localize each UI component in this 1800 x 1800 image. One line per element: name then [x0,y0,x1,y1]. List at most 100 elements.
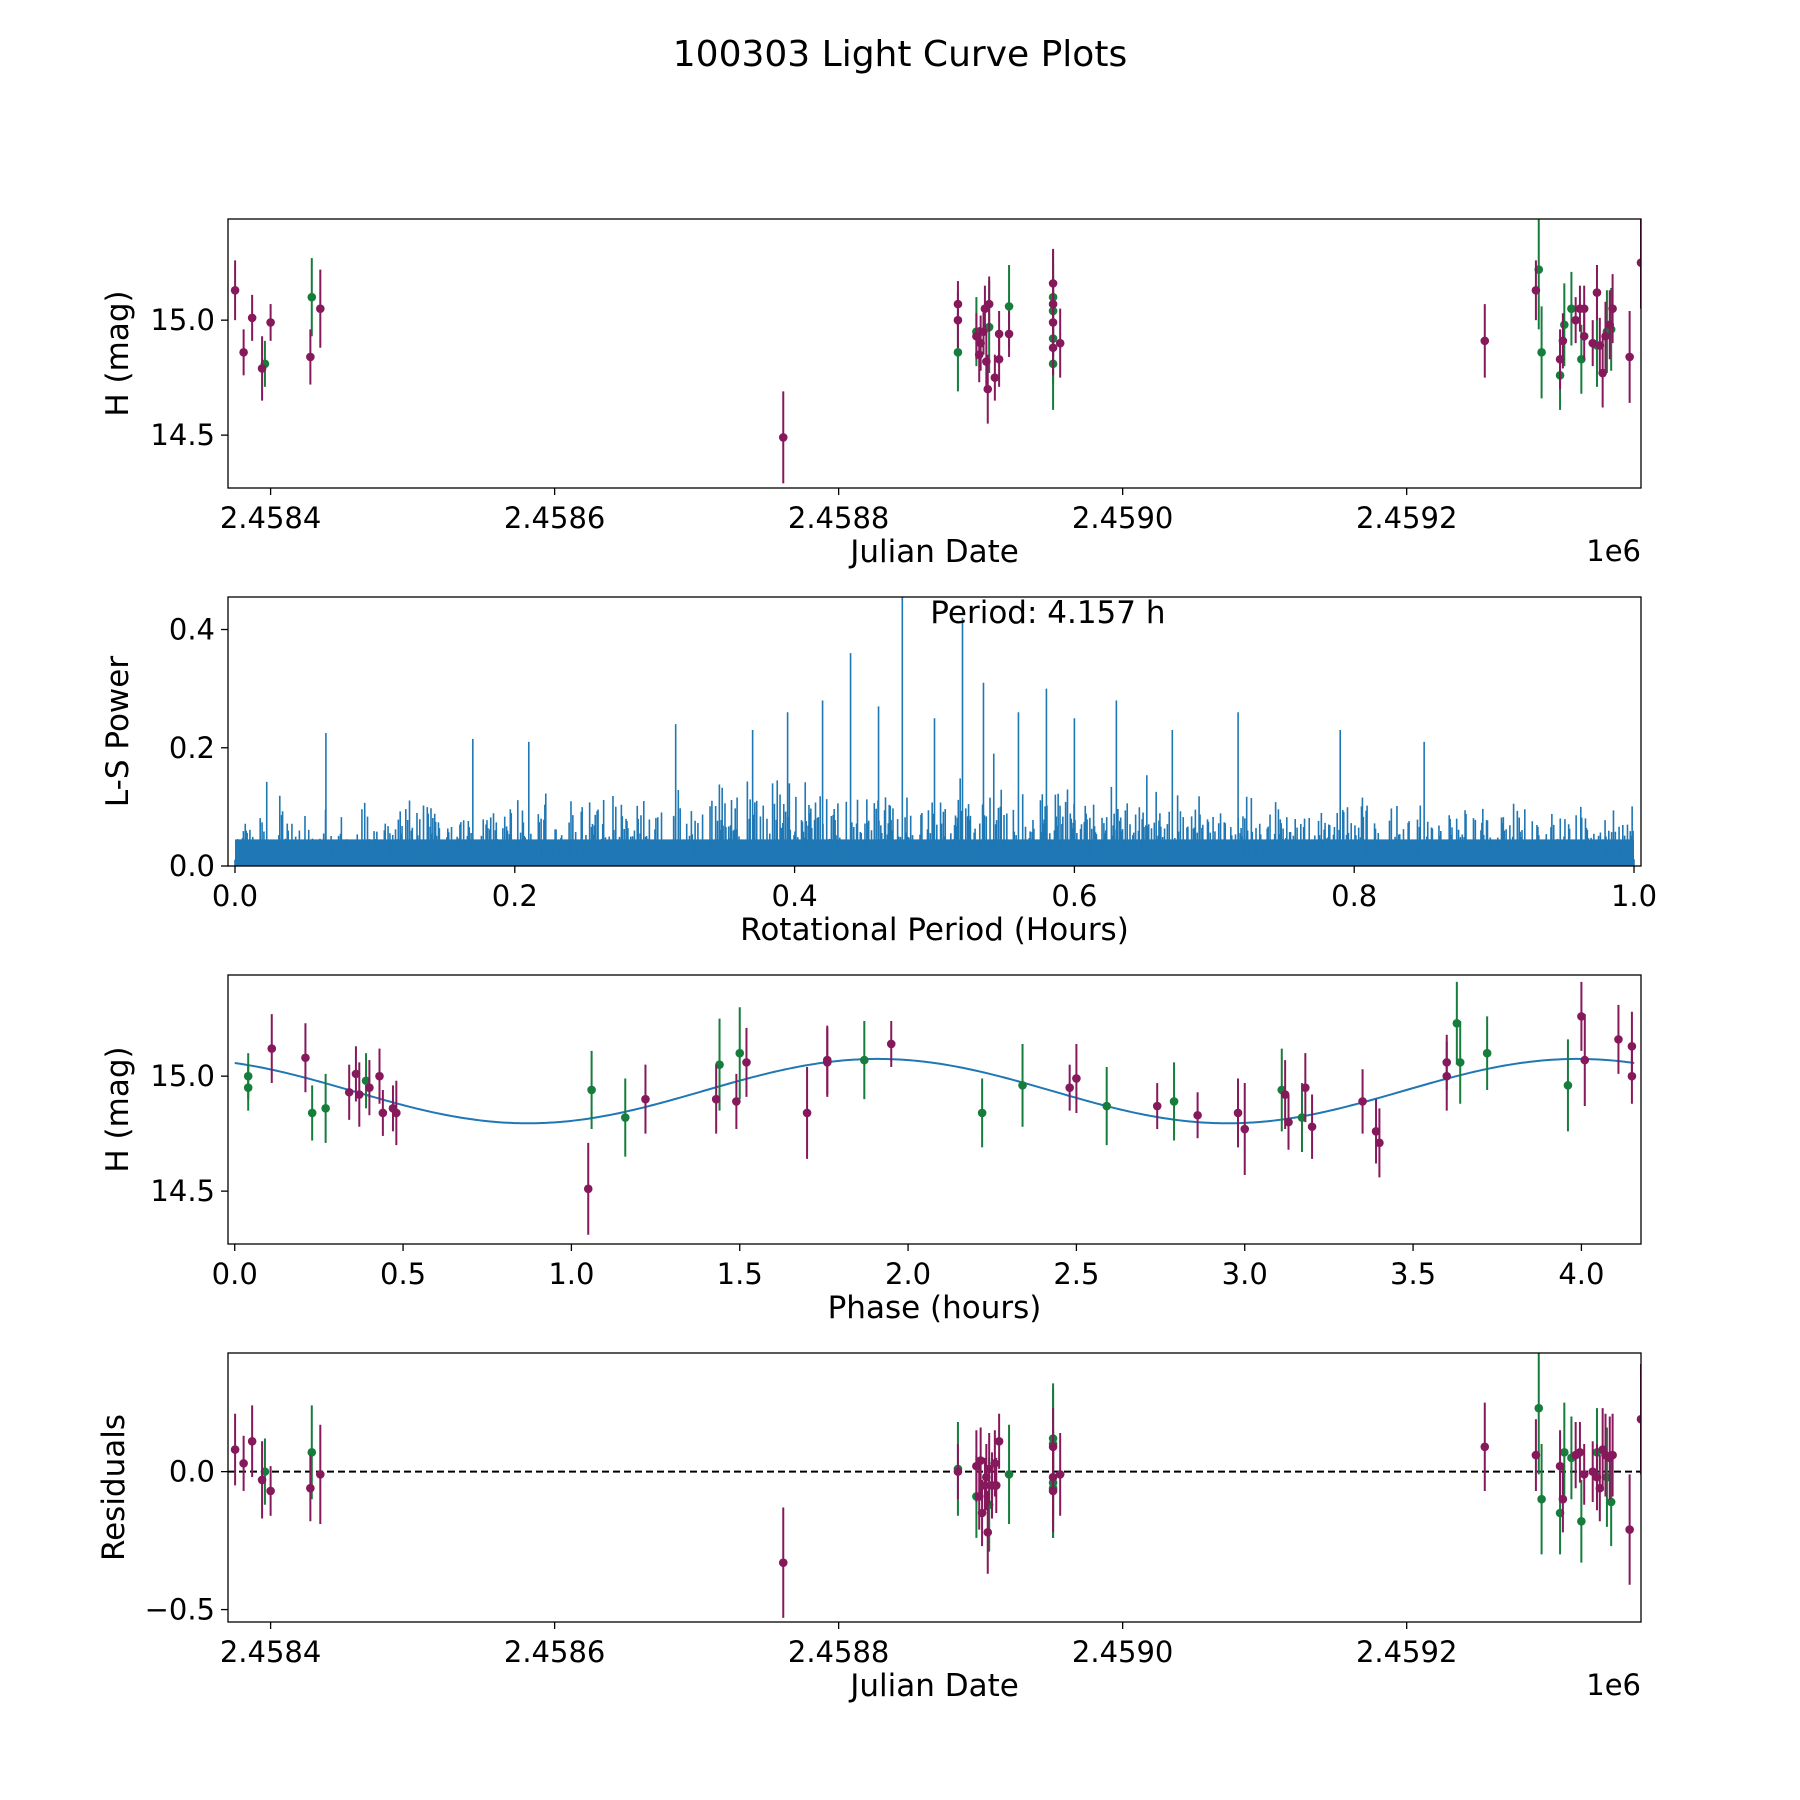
y-tick-label: 15.0 [150,1059,215,1093]
data-point [1048,343,1058,353]
data-point [1055,338,1065,348]
data-point [982,357,991,366]
data-point [983,384,993,394]
data-point [361,1076,371,1086]
data-point [239,1459,248,1468]
y-axis-label: Residuals [96,1414,132,1561]
x-tick-label: 1.5 [717,1257,763,1291]
data-point [1577,1516,1586,1526]
x-tick-label: 2.4586 [504,1635,605,1669]
data-points [230,219,1641,484]
data-point [742,1058,751,1067]
data-point [1480,336,1490,346]
panel-ls: Period: 4.157 h 0.0 0.2 0.4 0.6 0.8 1.0 0.0 0.2 0… [100,595,1657,948]
data-point [1072,1074,1081,1083]
data-point [1284,1117,1293,1127]
data-point [1580,1055,1590,1065]
data-point [307,292,317,302]
x-tick-label: 2.4586 [504,501,605,535]
data-point [953,315,963,325]
data-point [715,1060,724,1069]
data-point [230,285,240,295]
data-point [990,373,1000,382]
data-point [1240,1124,1250,1134]
period-annotation: Period: 4.157 h [930,595,1165,631]
x-axis-label: Julian Date [848,1668,1019,1704]
data-point [620,1113,630,1122]
data-point [1577,1012,1586,1021]
data-point [243,1083,253,1092]
x-tick-label: 3.0 [1222,1257,1268,1291]
data-point [321,1104,330,1113]
data-point [822,1058,832,1067]
data-point [1537,348,1546,357]
y-axis-label: L-S Power [100,656,136,807]
series-r [230,219,1641,484]
x-tick-label: 2.0 [885,1257,931,1291]
panel-phase: 0.0 0.5 1.0 1.5 2.0 2.5 3.0 3.5 4.0 14.5 15.0 Phase… [100,974,1642,1326]
data-point [778,433,788,442]
data-point [316,1470,325,1479]
data-point [1482,1048,1492,1058]
data-point [266,318,275,327]
data-point [316,304,325,313]
data-point [953,348,963,357]
data-point [257,1475,267,1485]
data-point [1280,1090,1290,1099]
data-point [1560,320,1569,330]
y-tick-label: 0.0 [169,1455,215,1489]
y-tick-label: 14.5 [150,1174,215,1208]
data-point [732,1097,741,1106]
y-tick-label: 0.2 [169,731,215,765]
data-point [802,1108,812,1118]
data-point [365,1083,374,1092]
data-point [1627,1071,1637,1081]
data-point [583,1184,593,1194]
data-point [1558,336,1568,346]
data-point [1598,368,1607,378]
data-point [587,1085,596,1095]
data-point [641,1094,650,1104]
y-tick-label: 14.5 [150,418,215,452]
data-point [1375,1138,1384,1148]
data-point [1233,1108,1243,1118]
data-point [1608,1450,1617,1460]
data-point [1579,304,1589,313]
x-tick-label: 3.5 [1390,1257,1436,1291]
data-point [1102,1101,1112,1111]
data-point [1169,1097,1179,1106]
data-point [1563,1081,1573,1090]
data-point [1152,1101,1162,1111]
data-point [1588,338,1598,348]
data-point [1579,1470,1589,1479]
data-point [1371,1127,1381,1136]
data-point [735,1048,745,1058]
x-tick-label: 2.4590 [1072,501,1173,535]
x-tick-label: 1.0 [1611,879,1657,913]
data-points [243,981,1637,1235]
data-point [1358,1097,1367,1106]
data-point [1601,331,1610,341]
data-point [983,1528,993,1537]
data-point [392,1108,401,1118]
x-tick-label: 0.8 [1331,879,1377,913]
data-point [1004,302,1014,311]
x-tick-label: 2.4584 [220,1635,321,1669]
data-point [1636,1414,1641,1424]
data-point [1301,1083,1310,1092]
x-offset-label: 1e6 [1586,534,1641,568]
data-point [378,1108,388,1118]
data-point [307,1448,317,1457]
y-axis-label: H (mag) [100,290,136,416]
data-point [1534,1403,1544,1413]
series-r [267,981,1637,1235]
series-g [243,981,1573,1157]
data-point [1442,1071,1452,1081]
data-point [1065,1083,1074,1092]
y-axis-label: H (mag) [100,1046,136,1172]
data-point [860,1055,869,1065]
data-point [1480,1442,1490,1452]
figure-suptitle: 100303 Light Curve Plots [673,34,1127,75]
y-tick-label: 0.0 [169,849,215,883]
x-axis-label: Julian Date [848,534,1019,570]
